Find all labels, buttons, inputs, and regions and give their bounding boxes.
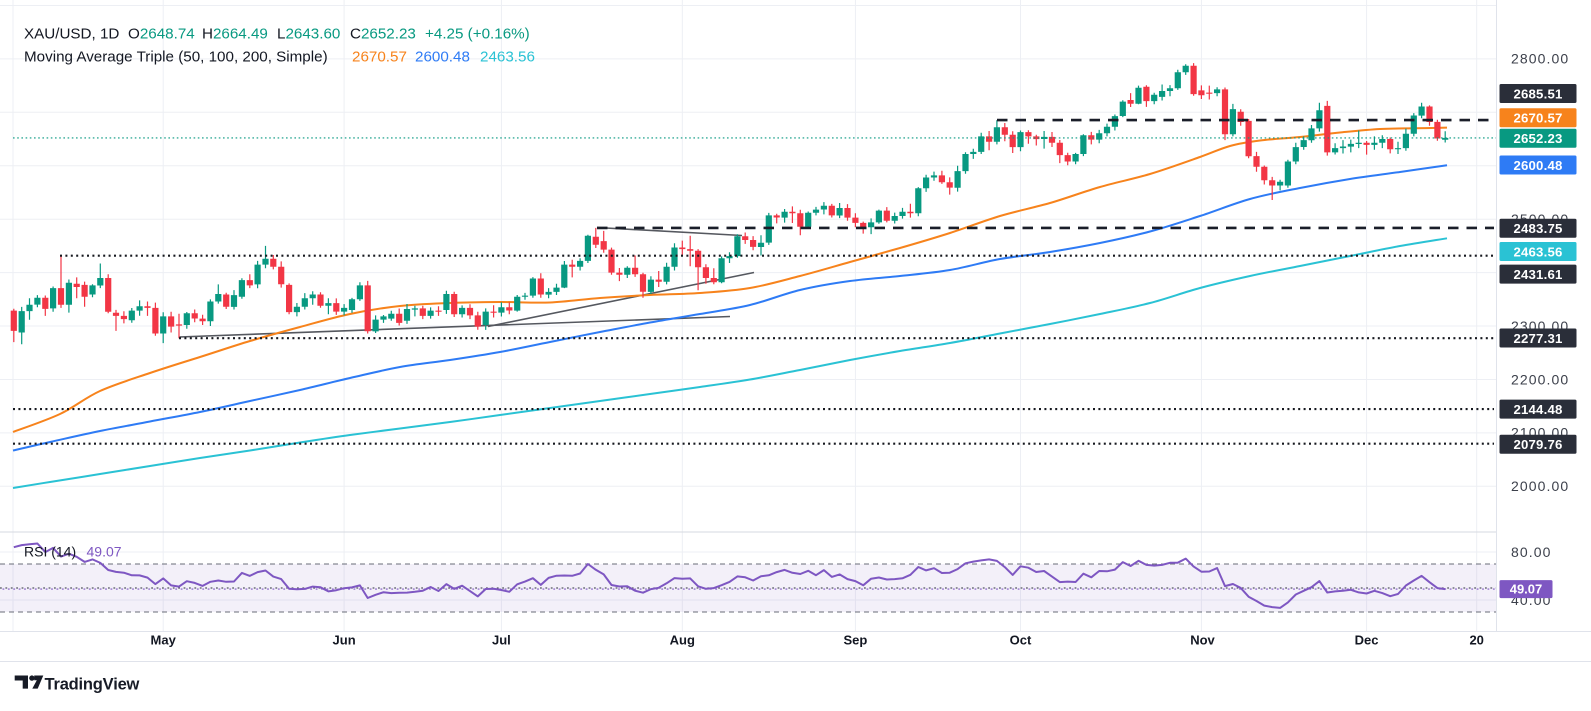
svg-text:Oct: Oct xyxy=(1010,633,1032,648)
svg-text:RSI (14): RSI (14) xyxy=(24,544,76,560)
svg-text:H2664.49: H2664.49 xyxy=(202,26,268,43)
svg-text:2600.48: 2600.48 xyxy=(1513,158,1562,173)
svg-text:XAU/USD, 1D: XAU/USD, 1D xyxy=(24,26,119,43)
svg-text:Jul: Jul xyxy=(492,633,511,648)
svg-text:May: May xyxy=(151,633,177,648)
svg-text:2277.31: 2277.31 xyxy=(1513,331,1562,346)
svg-text:2079.76: 2079.76 xyxy=(1513,437,1562,452)
svg-text:2144.48: 2144.48 xyxy=(1513,402,1562,417)
svg-text:TradingView: TradingView xyxy=(45,676,140,694)
svg-text:2200.00: 2200.00 xyxy=(1511,371,1569,387)
svg-text:L2643.60: L2643.60 xyxy=(277,26,340,43)
svg-text:Sep: Sep xyxy=(843,633,867,648)
svg-text:Moving Average Triple (50, 100: Moving Average Triple (50, 100, 200, Sim… xyxy=(24,49,328,66)
svg-text:2483.75: 2483.75 xyxy=(1513,221,1562,236)
svg-text:Aug: Aug xyxy=(670,633,695,648)
svg-text:20: 20 xyxy=(1469,633,1483,648)
svg-text:2463.56: 2463.56 xyxy=(480,49,535,66)
svg-text:2652.23: 2652.23 xyxy=(1513,131,1562,146)
svg-text:49.07: 49.07 xyxy=(87,544,122,560)
svg-text:Dec: Dec xyxy=(1355,633,1379,648)
svg-text:C2652.23: C2652.23 xyxy=(350,26,416,43)
svg-text:2800.00: 2800.00 xyxy=(1511,51,1569,67)
svg-text:O2648.74: O2648.74 xyxy=(128,26,195,43)
svg-text:2600.48: 2600.48 xyxy=(415,49,470,66)
svg-text:+4.25 (+0.16%): +4.25 (+0.16%) xyxy=(425,26,530,43)
svg-text:Jun: Jun xyxy=(333,633,356,648)
svg-text:80.00: 80.00 xyxy=(1511,544,1552,560)
svg-text:2000.00: 2000.00 xyxy=(1511,478,1569,494)
svg-text:2685.51: 2685.51 xyxy=(1513,86,1562,101)
svg-text:2463.56: 2463.56 xyxy=(1513,244,1562,259)
svg-text:2670.57: 2670.57 xyxy=(352,49,407,66)
svg-text:2431.61: 2431.61 xyxy=(1513,267,1562,282)
svg-text:Nov: Nov xyxy=(1190,633,1215,648)
svg-text:49.07: 49.07 xyxy=(1510,582,1543,597)
svg-text:2670.57: 2670.57 xyxy=(1513,111,1562,126)
